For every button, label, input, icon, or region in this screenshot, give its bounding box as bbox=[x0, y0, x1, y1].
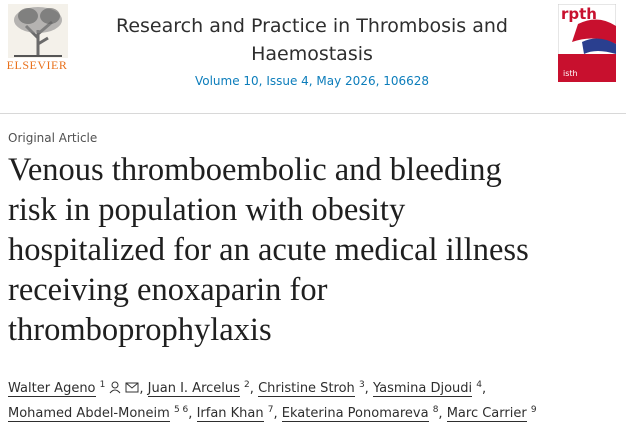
separator: , bbox=[188, 406, 193, 422]
author-line: Mohamed Abdel-Moneim 5 6, Irfan Khan 7, … bbox=[8, 405, 537, 423]
journal-title[interactable]: Research and Practice in Thrombosis and … bbox=[70, 12, 554, 68]
separator: , bbox=[273, 406, 278, 422]
title-line: Venous thromboembolic and bleeding bbox=[8, 152, 502, 188]
author-affiliation: 9 bbox=[530, 405, 537, 415]
divider bbox=[0, 113, 626, 114]
author-name[interactable]: Christine Stroh bbox=[258, 381, 355, 398]
cover-footer: isth bbox=[563, 69, 578, 78]
article-title: Venous thromboembolic and bleeding risk i… bbox=[8, 150, 529, 350]
title-line: risk in population with obesity bbox=[8, 192, 406, 228]
author-affiliation: 5 6 bbox=[173, 405, 189, 415]
author-affiliation: 1 bbox=[99, 380, 106, 390]
author-name[interactable]: Mohamed Abdel-Moneim bbox=[8, 406, 170, 423]
separator: , bbox=[364, 381, 369, 397]
author-name[interactable]: Marc Carrier bbox=[446, 406, 527, 423]
author-name[interactable]: Yasmina Djoudi bbox=[372, 381, 473, 398]
cover-title: rpth bbox=[561, 5, 597, 23]
author-name[interactable]: Juan I. Arcelus bbox=[147, 381, 240, 398]
cover-image[interactable]: rpth isth bbox=[558, 4, 616, 82]
author-affiliation: 8 bbox=[432, 405, 439, 415]
publisher: ELSEVIER bbox=[6, 58, 68, 72]
separator: , bbox=[139, 381, 144, 397]
elsevier-logo bbox=[8, 4, 68, 58]
journal-line: Haemostasis bbox=[251, 43, 373, 65]
author-icons[interactable] bbox=[109, 381, 139, 394]
title-line: thromboprophylaxis bbox=[8, 312, 272, 348]
separator: , bbox=[249, 381, 254, 397]
author-affiliation: 7 bbox=[267, 405, 274, 415]
separator: , bbox=[438, 406, 443, 422]
author-name[interactable]: Ekaterina Ponomareva bbox=[281, 406, 429, 423]
title-line: receiving enoxaparin for bbox=[8, 272, 328, 308]
author-name[interactable]: Walter Ageno bbox=[8, 381, 96, 398]
issue-link[interactable]: Volume 10, Issue 4, May 2026, 106628 bbox=[194, 74, 430, 88]
author-affiliation: 3 bbox=[358, 380, 365, 390]
title-line: hospitalized for an acute medical illnes… bbox=[8, 232, 529, 268]
article-type: Original Article bbox=[8, 131, 98, 145]
author-affiliation: 2 bbox=[244, 380, 250, 390]
journal-line: Research and Practice in Thrombosis and bbox=[116, 15, 508, 37]
separator: , bbox=[482, 381, 487, 397]
author-line: Walter Ageno 1, Juan I. Arcelus 2, Chris… bbox=[8, 380, 487, 398]
author-name[interactable]: Irfan Khan bbox=[196, 406, 264, 423]
author-affiliation: 4 bbox=[476, 380, 483, 390]
